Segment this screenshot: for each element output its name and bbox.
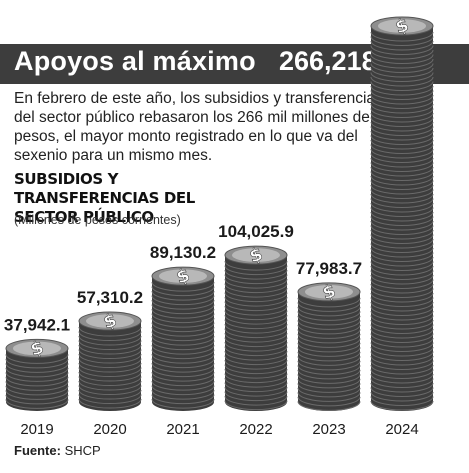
bar-2024: $ <box>370 14 434 411</box>
coin-ridges <box>151 282 215 409</box>
coin-face <box>232 248 280 262</box>
intro-text: En febrero de este año, los subsidios y … <box>14 90 383 164</box>
year-label-2024: 2024 <box>385 421 418 438</box>
value-label-2021: 89,130.2 <box>150 243 216 262</box>
coin-ridges <box>297 297 361 411</box>
bar-2020: $ <box>78 309 142 411</box>
chart-title: SUBSIDIOS Y TRANSFERENCIAS DEL SECTOR PÚ… <box>14 170 195 226</box>
bar-2021: $ <box>151 264 215 411</box>
value-label-2023: 77,983.7 <box>296 259 362 278</box>
value-label-2022: 104,025.9 <box>218 222 294 241</box>
coin-ridges <box>5 354 69 409</box>
year-label-2022: 2022 <box>239 421 272 438</box>
coin-face <box>159 269 207 283</box>
bar-2022: $ <box>224 243 288 411</box>
unit-note: (Millones de pesos corrientes) <box>14 213 181 227</box>
source-value: SHCP <box>60 443 101 458</box>
value-label-2020: 57,310.2 <box>77 288 143 307</box>
coin-ridges <box>224 260 288 411</box>
year-label-2020: 2020 <box>93 421 126 438</box>
coin-stack-body <box>152 276 214 411</box>
coin-ridges <box>370 31 434 411</box>
coin-face <box>86 314 134 328</box>
coin-stack-body <box>79 321 141 411</box>
headline: Apoyos al máximo <box>14 46 256 76</box>
coin-face <box>13 341 61 356</box>
value-label-2019: 37,942.1 <box>4 315 70 334</box>
coin-face <box>378 19 426 33</box>
year-label-2021: 2021 <box>166 421 199 438</box>
year-label-2023: 2023 <box>312 421 345 438</box>
bar-2019: $ <box>5 337 69 411</box>
bar-2023: $ <box>297 280 361 411</box>
coin-face <box>305 285 353 299</box>
year-label-2019: 2019 <box>20 421 53 438</box>
source-label: Fuente: <box>14 443 61 458</box>
coin-stack-body <box>6 348 68 411</box>
coin-ridges <box>78 326 142 409</box>
source-line: Fuente: SHCP <box>14 443 101 458</box>
